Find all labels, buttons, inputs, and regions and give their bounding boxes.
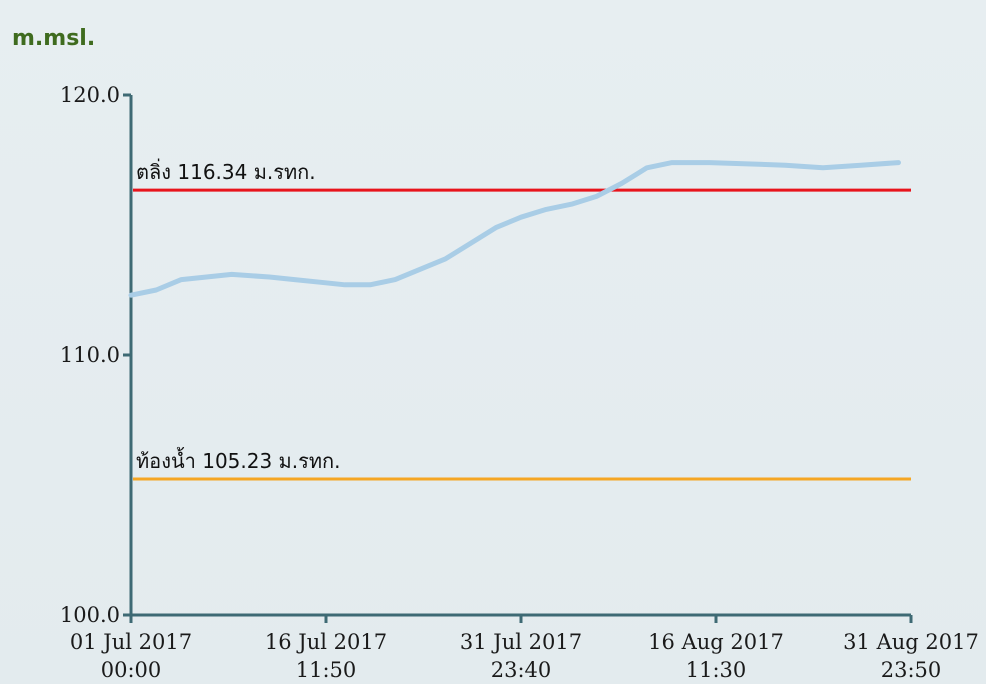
x-tick-label-time: 23:40 xyxy=(491,658,552,682)
y-tick-label: 120.0 xyxy=(60,83,120,107)
x-tick-label-time: 11:50 xyxy=(296,658,357,682)
x-tick-label-date: 16 Jul 2017 xyxy=(265,630,387,654)
water-level-series-line xyxy=(128,160,901,298)
x-tick-label-date: 16 Aug 2017 xyxy=(648,630,784,654)
x-tick-label-time: 23:50 xyxy=(881,658,942,682)
x-tick-label-time: 00:00 xyxy=(101,658,162,682)
reference-line-label: ตลิ่ง 116.34 ม.รทก. xyxy=(136,158,316,184)
x-tick-label-time: 11:30 xyxy=(686,658,747,682)
reference-line-label: ท้องน้ำ 105.23 ม.รทก. xyxy=(136,447,341,473)
x-tick-label-date: 01 Jul 2017 xyxy=(70,630,192,654)
x-tick-label-date: 31 Jul 2017 xyxy=(460,630,582,654)
y-tick-label: 100.0 xyxy=(60,603,120,627)
y-tick-label: 110.0 xyxy=(60,343,120,367)
y-axis-unit-label: m.msl. xyxy=(12,26,96,51)
x-tick-label-date: 31 Aug 2017 xyxy=(843,630,979,654)
